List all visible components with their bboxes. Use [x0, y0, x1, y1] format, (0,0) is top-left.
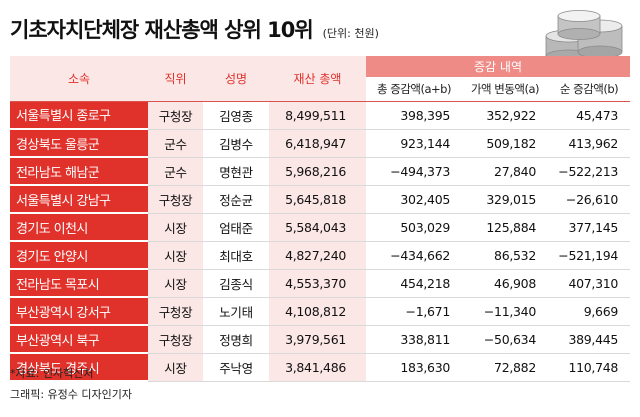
row-position: 시장	[148, 213, 203, 242]
header-net-change: 순 증감액(b)	[548, 77, 631, 102]
row-total-change: −494,373	[366, 157, 462, 186]
table-row: 전라남도 목포시 시장 김종식 4,553,370 454,218 46,908 407,3…	[10, 269, 631, 298]
row-value-change: 72,882	[462, 353, 548, 382]
row-position: 시장	[148, 241, 203, 270]
row-assets: 4,553,370	[269, 269, 366, 298]
row-position: 시장	[148, 269, 203, 298]
row-value-change: 329,015	[462, 185, 548, 214]
row-assets: 4,108,812	[269, 297, 366, 326]
row-total-change: 454,218	[366, 269, 462, 298]
row-total-change: 338,811	[366, 325, 462, 354]
row-region: 경상북도 경주시	[10, 353, 148, 382]
header-name: 성명	[203, 56, 269, 102]
table-row: 경상북도 경주시 시장 주낙영 3,841,486 183,630 72,882 110,7…	[10, 353, 631, 382]
table-row: 전라남도 해남군 군수 명현관 5,968,216 −494,373 27,840 −522…	[10, 157, 631, 186]
row-value-change: 125,884	[462, 213, 548, 242]
header-total-change: 총 증감액(a+b)	[366, 77, 462, 102]
row-assets: 5,968,216	[269, 157, 366, 186]
row-net-change: 389,445	[548, 325, 631, 354]
row-value-change: 86,532	[462, 241, 548, 270]
row-assets: 6,418,947	[269, 129, 366, 158]
row-name: 노기태	[203, 297, 269, 326]
row-assets: 3,841,486	[269, 353, 366, 382]
graphic-credit: 그래픽: 유정수 디자인기자	[10, 388, 133, 401]
row-total-change: 183,630	[366, 353, 462, 382]
asset-ranking-table: 소속 직위 성명 재산 총액 증감 내역 총 증감액(a+b) 가액 변동액(a…	[10, 56, 631, 382]
source-note: *자료: 인사혁신처	[10, 367, 94, 380]
table-row: 부산광역시 북구 구청장 정명희 3,979,561 338,811 −50,634 389…	[10, 325, 631, 354]
row-total-change: 503,029	[366, 213, 462, 242]
row-value-change: 509,182	[462, 129, 548, 158]
table-row: 서울특별시 종로구 구청장 김영종 8,499,511 398,395 352,922 45…	[10, 101, 631, 130]
row-name: 정순균	[203, 185, 269, 214]
row-value-change: 27,840	[462, 157, 548, 186]
header-change-group: 증감 내역	[366, 56, 631, 77]
row-value-change: 352,922	[462, 101, 548, 130]
row-total-change: 923,144	[366, 129, 462, 158]
row-position: 시장	[148, 353, 203, 382]
row-name: 주낙영	[203, 353, 269, 382]
row-region: 서울특별시 강남구	[10, 185, 148, 214]
row-assets: 4,827,240	[269, 241, 366, 270]
row-region: 부산광역시 강서구	[10, 297, 148, 326]
title-row: 기초자치단체장 재산총액 상위 10위 (단위: 천원)	[10, 14, 379, 44]
row-name: 김영종	[203, 101, 269, 130]
row-assets: 5,584,043	[269, 213, 366, 242]
table-row: 부산광역시 강서구 구청장 노기태 4,108,812 −1,671 −11,340 9,6…	[10, 297, 631, 326]
row-name: 최대호	[203, 241, 269, 270]
row-region: 부산광역시 북구	[10, 325, 148, 354]
row-region: 경기도 이천시	[10, 213, 148, 242]
table-row: 경상북도 울릉군 군수 김병수 6,418,947 923,144 509,182 413,…	[10, 129, 631, 158]
row-net-change: −522,213	[548, 157, 631, 186]
row-position: 구청장	[148, 185, 203, 214]
row-position: 구청장	[148, 325, 203, 354]
row-total-change: −434,662	[366, 241, 462, 270]
row-position: 군수	[148, 129, 203, 158]
row-region: 경상북도 울릉군	[10, 129, 148, 158]
row-position: 구청장	[148, 101, 203, 130]
row-assets: 3,979,561	[269, 325, 366, 354]
row-region: 전라남도 목포시	[10, 269, 148, 298]
row-net-change: −521,194	[548, 241, 631, 270]
row-name: 명현관	[203, 157, 269, 186]
row-region: 서울특별시 종로구	[10, 101, 148, 130]
row-net-change: 377,145	[548, 213, 631, 242]
row-name: 정명희	[203, 325, 269, 354]
row-net-change: 110,748	[548, 353, 631, 382]
page-title: 기초자치단체장 재산총액 상위 10위	[10, 18, 314, 42]
row-name: 엄태준	[203, 213, 269, 242]
row-value-change: 46,908	[462, 269, 548, 298]
row-value-change: −11,340	[462, 297, 548, 326]
row-net-change: 413,962	[548, 129, 631, 158]
row-value-change: −50,634	[462, 325, 548, 354]
row-net-change: 9,669	[548, 297, 631, 326]
row-position: 구청장	[148, 297, 203, 326]
header-value-change: 가액 변동액(a)	[462, 77, 548, 102]
table-row: 경기도 이천시 시장 엄태준 5,584,043 503,029 125,884 377,1…	[10, 213, 631, 242]
row-total-change: −1,671	[366, 297, 462, 326]
coin-stack-icon	[545, 10, 623, 63]
row-region: 경기도 안양시	[10, 241, 148, 270]
row-net-change: 407,310	[548, 269, 631, 298]
row-position: 군수	[148, 157, 203, 186]
row-net-change: −26,610	[548, 185, 631, 214]
row-region: 전라남도 해남군	[10, 157, 148, 186]
row-net-change: 45,473	[548, 101, 631, 130]
unit-label: (단위: 천원)	[322, 27, 379, 40]
row-total-change: 398,395	[366, 101, 462, 130]
header-assets: 재산 총액	[269, 56, 366, 102]
row-assets: 5,645,818	[269, 185, 366, 214]
row-name: 김병수	[203, 129, 269, 158]
header-position: 직위	[148, 56, 203, 102]
table-row: 서울특별시 강남구 구청장 정순균 5,645,818 302,405 329,015 −2…	[10, 185, 631, 214]
row-total-change: 302,405	[366, 185, 462, 214]
row-name: 김종식	[203, 269, 269, 298]
header-region: 소속	[10, 56, 148, 102]
table-row: 경기도 안양시 시장 최대호 4,827,240 −434,662 86,532 −521,…	[10, 241, 631, 270]
row-assets: 8,499,511	[269, 101, 366, 130]
